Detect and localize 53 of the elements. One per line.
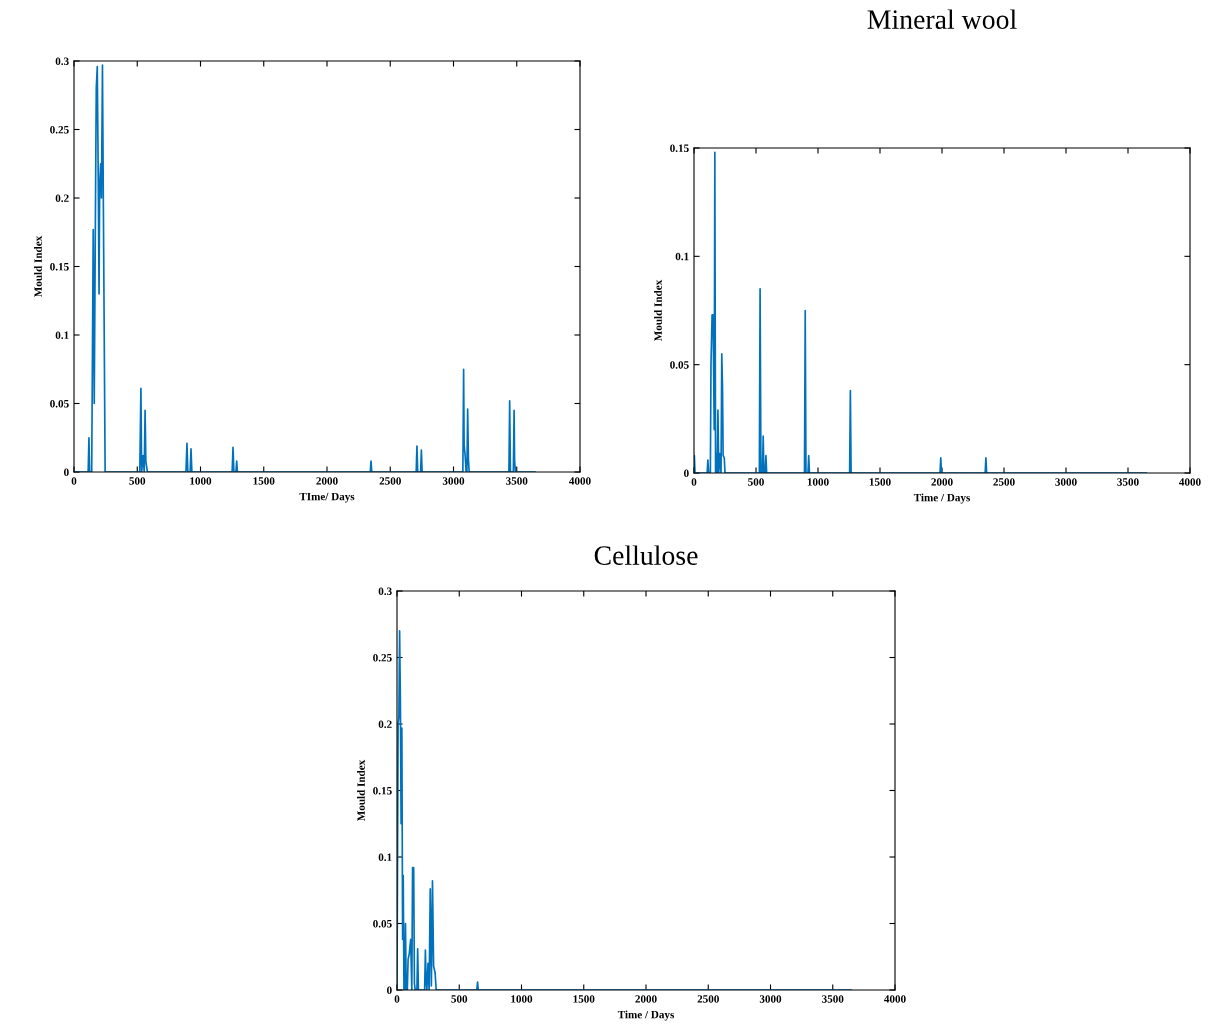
y-tick-label: 0.25 [373, 653, 392, 662]
x-tick-label: 500 [129, 477, 146, 485]
x-tick-label: 2500 [697, 995, 719, 1003]
y-tick-label: 0 [684, 469, 689, 477]
x-tick-label: 3500 [1117, 478, 1139, 486]
x-tick-label: 500 [451, 995, 468, 1003]
y-tick-label: 0.05 [373, 919, 392, 928]
y-tick-label: 0.05 [50, 399, 69, 408]
x-tick-label: 1000 [807, 478, 829, 486]
x-tick-label: 2000 [635, 995, 657, 1003]
x-tick-label: 500 [748, 478, 764, 486]
y-tick-label: 0.1 [55, 331, 69, 340]
x-tick-label: 2000 [931, 478, 953, 486]
x-tick-label: 4000 [1179, 478, 1201, 486]
y-axis-title: Mould Index [34, 235, 42, 298]
x-tick-label: 2500 [993, 478, 1015, 486]
y-axis-title: Mould Index [357, 759, 365, 822]
y-tick-label: 0.2 [378, 720, 392, 729]
y-tick-label: 0.1 [675, 252, 689, 261]
x-axis-title: TIme/ Days [299, 492, 355, 503]
x-tick-label: 4000 [884, 995, 906, 1003]
y-tick-label: 0.15 [50, 262, 69, 271]
x-tick-label: 3000 [1055, 478, 1077, 486]
y-tick-label: 0.15 [373, 786, 392, 795]
x-tick-label: 3500 [822, 995, 844, 1003]
y-tick-label: 0.15 [670, 144, 689, 153]
x-tick-label: 0 [71, 477, 77, 485]
y-tick-label: 0.3 [378, 587, 392, 596]
y-tick-label: 0 [387, 986, 392, 994]
chart-title: Mineral wool [867, 9, 1017, 29]
x-tick-label: 1500 [869, 478, 891, 486]
y-tick-label: 0.3 [55, 57, 69, 66]
x-tick-label: 3500 [506, 477, 528, 485]
y-tick-label: 0.1 [378, 853, 392, 862]
x-tick-label: 1000 [190, 477, 212, 485]
x-tick-label: 1500 [253, 477, 275, 485]
y-axis-title: Mould Index [654, 279, 662, 342]
x-tick-label: 0 [691, 478, 697, 486]
x-tick-label: 2000 [316, 477, 338, 485]
y-tick-label: 0 [64, 468, 69, 476]
x-tick-label: 3000 [759, 995, 782, 1003]
y-tick-label: 0.25 [50, 125, 69, 134]
x-tick-label: 3000 [442, 477, 465, 485]
x-tick-label: 4000 [569, 477, 591, 485]
x-axis-title: Time / Days [913, 493, 971, 504]
x-tick-label: 1500 [573, 995, 595, 1003]
x-tick-label: 2500 [379, 477, 401, 485]
x-axis-title: Time / Days [617, 1010, 675, 1021]
y-tick-label: 0.05 [670, 361, 689, 369]
chart-title: Cellulose [594, 545, 698, 565]
x-tick-label: 0 [394, 995, 400, 1003]
y-tick-label: 0.2 [55, 194, 69, 203]
x-tick-label: 1000 [511, 995, 533, 1003]
